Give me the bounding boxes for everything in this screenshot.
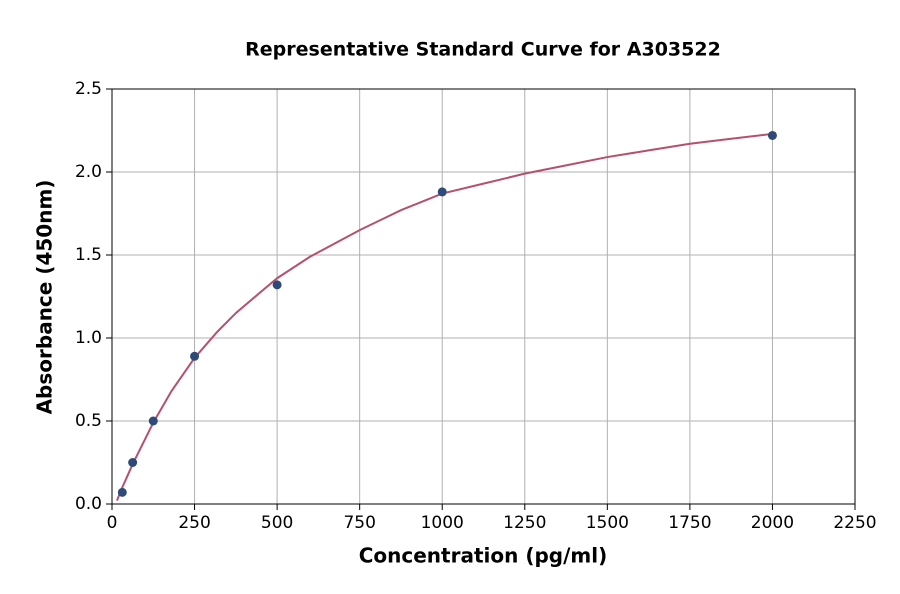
y-tick-label: 0.5 — [75, 411, 102, 431]
y-tick-label: 1.5 — [75, 245, 102, 265]
y-tick-label: 2.5 — [75, 79, 102, 99]
data-point — [437, 187, 447, 197]
y-tick-label: 1.0 — [75, 328, 102, 348]
x-tick-label: 0 — [107, 513, 118, 533]
plot-frame — [111, 88, 856, 505]
y-tick-label: 2.0 — [75, 162, 102, 182]
x-tick-label: 1250 — [503, 513, 546, 533]
data-point — [272, 280, 282, 290]
x-tick-label: 2250 — [833, 513, 876, 533]
y-tick-label: 0.0 — [75, 494, 102, 514]
x-tick-label: 500 — [261, 513, 293, 533]
x-tick-label: 1500 — [586, 513, 629, 533]
data-point — [190, 351, 200, 361]
data-point — [148, 416, 158, 426]
chart-title: Representative Standard Curve for A30352… — [245, 39, 721, 61]
fit-curve — [116, 132, 773, 502]
x-tick-label: 750 — [343, 513, 375, 533]
data-point — [128, 458, 138, 467]
x-tick-label: 2000 — [751, 513, 794, 533]
x-tick-label: 1750 — [668, 513, 711, 533]
data-point — [767, 130, 777, 140]
data-point — [117, 487, 127, 497]
y-axis-label: Absorbance (450nm) — [33, 180, 57, 415]
x-axis-label: Concentration (pg/ml) — [359, 544, 608, 568]
x-tick-label: 250 — [178, 513, 210, 533]
x-tick-label: 1000 — [421, 513, 464, 533]
